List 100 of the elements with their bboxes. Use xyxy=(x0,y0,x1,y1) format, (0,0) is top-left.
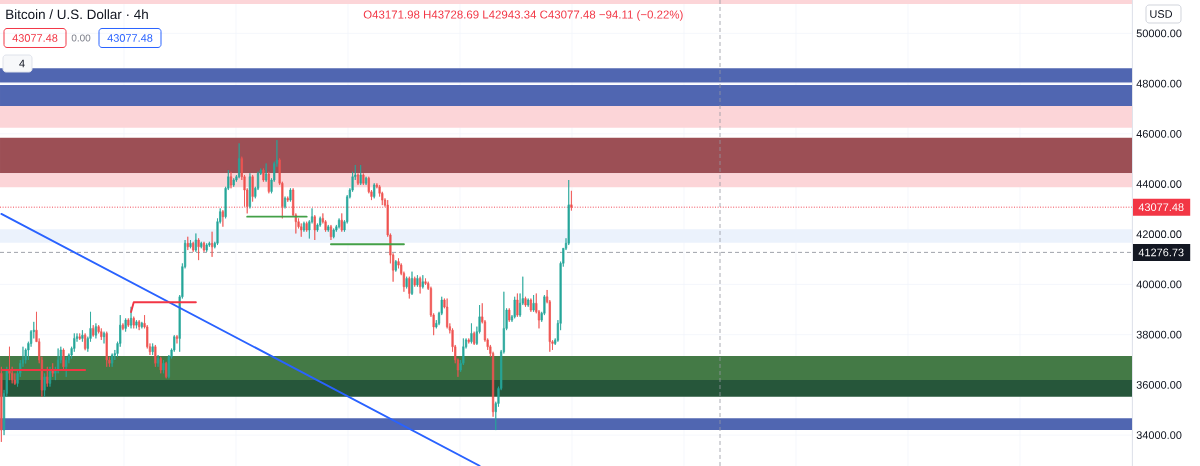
ref-line-label: 41276.73 xyxy=(1138,248,1184,257)
candlestick xyxy=(192,241,195,253)
candlestick xyxy=(156,354,160,368)
candlestick xyxy=(329,224,333,241)
candlestick xyxy=(62,348,65,371)
candlestick xyxy=(205,242,208,253)
candlestick xyxy=(78,333,81,341)
candlestick xyxy=(424,278,427,286)
candlestick xyxy=(267,171,270,194)
candlestick xyxy=(65,356,68,378)
candlestick xyxy=(337,218,341,229)
text: USD xyxy=(1150,10,1173,18)
candlestick xyxy=(313,214,316,241)
y-tick-label: 42000.00 xyxy=(1136,230,1182,239)
candlestick xyxy=(289,187,292,202)
text: Bitcoin / U.S. Dollar · 4h xyxy=(6,9,148,20)
candlestick xyxy=(210,231,214,258)
candlestick xyxy=(186,236,189,251)
candlestick xyxy=(373,182,376,199)
ref-line-label: 43077.48 xyxy=(1138,203,1184,212)
candlestick xyxy=(527,298,530,308)
candlestick xyxy=(189,239,192,249)
candlestick xyxy=(421,274,424,289)
y-tick-label: 46000.00 xyxy=(1136,129,1182,138)
candlestick xyxy=(416,274,419,288)
candlestick xyxy=(92,324,95,338)
candlestick xyxy=(327,224,330,233)
candlestick xyxy=(46,366,49,388)
y-tick-label: 40000.00 xyxy=(1136,280,1182,289)
y-tick-label: 48000.00 xyxy=(1136,79,1182,88)
candlestick xyxy=(524,296,527,308)
candlestick xyxy=(305,221,308,233)
candlestick xyxy=(232,177,235,188)
candlestick xyxy=(359,164,362,186)
candlestick xyxy=(154,344,157,368)
candlestick xyxy=(127,317,130,328)
candlestick xyxy=(84,333,87,351)
candlestick xyxy=(516,293,519,318)
candlestick xyxy=(200,241,203,249)
candlestick xyxy=(105,331,108,368)
candlestick xyxy=(473,331,476,346)
candlestick xyxy=(238,142,241,179)
candlestick xyxy=(419,276,422,294)
candlestick xyxy=(413,276,416,288)
candlestick xyxy=(229,171,233,189)
annotation: 4 xyxy=(19,59,25,68)
candlestick xyxy=(356,173,360,186)
candlestick xyxy=(248,172,252,209)
candlestick xyxy=(529,298,532,313)
y-tick-label: 38000.00 xyxy=(1136,330,1182,339)
candlestick xyxy=(262,168,265,183)
candlestick xyxy=(129,306,133,329)
y-tick-label: 50000.00 xyxy=(1136,29,1182,38)
annotation: 0.00 xyxy=(71,34,91,42)
candlestick xyxy=(100,328,103,341)
candlestick xyxy=(202,241,206,253)
annotation: 43077.48 xyxy=(107,34,153,42)
candlestick xyxy=(405,276,408,289)
annotation: 43077.48 xyxy=(12,34,58,42)
candlestick xyxy=(508,307,511,323)
candlestick xyxy=(394,259,397,273)
candlestick xyxy=(175,334,179,344)
candlestick xyxy=(0,366,3,443)
candlestick xyxy=(208,241,211,248)
candlestick xyxy=(364,176,368,186)
y-tick-label: 34000.00 xyxy=(1136,431,1182,439)
candlestick xyxy=(81,329,84,343)
candlestick xyxy=(408,276,411,299)
candlestick xyxy=(410,271,414,296)
candlestick xyxy=(151,343,154,356)
candlestick xyxy=(251,174,254,202)
candlestick xyxy=(340,213,343,233)
candlestick xyxy=(48,366,52,388)
y-tick-label: 36000.00 xyxy=(1136,381,1182,389)
candlestick xyxy=(513,296,516,319)
candlestick xyxy=(132,316,135,329)
candlestick xyxy=(302,221,306,233)
candlestick xyxy=(286,196,289,203)
y-tick-label: 44000.00 xyxy=(1136,180,1182,188)
candlestick xyxy=(162,359,165,374)
candlestick xyxy=(94,322,98,339)
candlestick xyxy=(265,163,268,183)
candlestick xyxy=(111,353,114,368)
candlestick xyxy=(362,173,365,186)
candlestick xyxy=(165,361,168,379)
candlestick xyxy=(470,322,473,344)
candlestick xyxy=(124,317,127,333)
candlestick xyxy=(102,331,106,344)
candlestick xyxy=(319,216,322,228)
text: O43171.98 H43728.69 L42943.34 C43077.48 −94.11 (−0.22%) xyxy=(363,10,683,21)
candlestick xyxy=(332,228,335,239)
candlestick xyxy=(532,294,535,313)
candlestick xyxy=(159,356,162,374)
candlestick xyxy=(570,190,573,211)
candlestick xyxy=(121,322,125,331)
candlestick xyxy=(567,179,570,246)
candlestick xyxy=(467,338,470,344)
candlestick xyxy=(446,298,449,329)
candlestick xyxy=(197,237,200,261)
candlestick xyxy=(43,372,46,398)
